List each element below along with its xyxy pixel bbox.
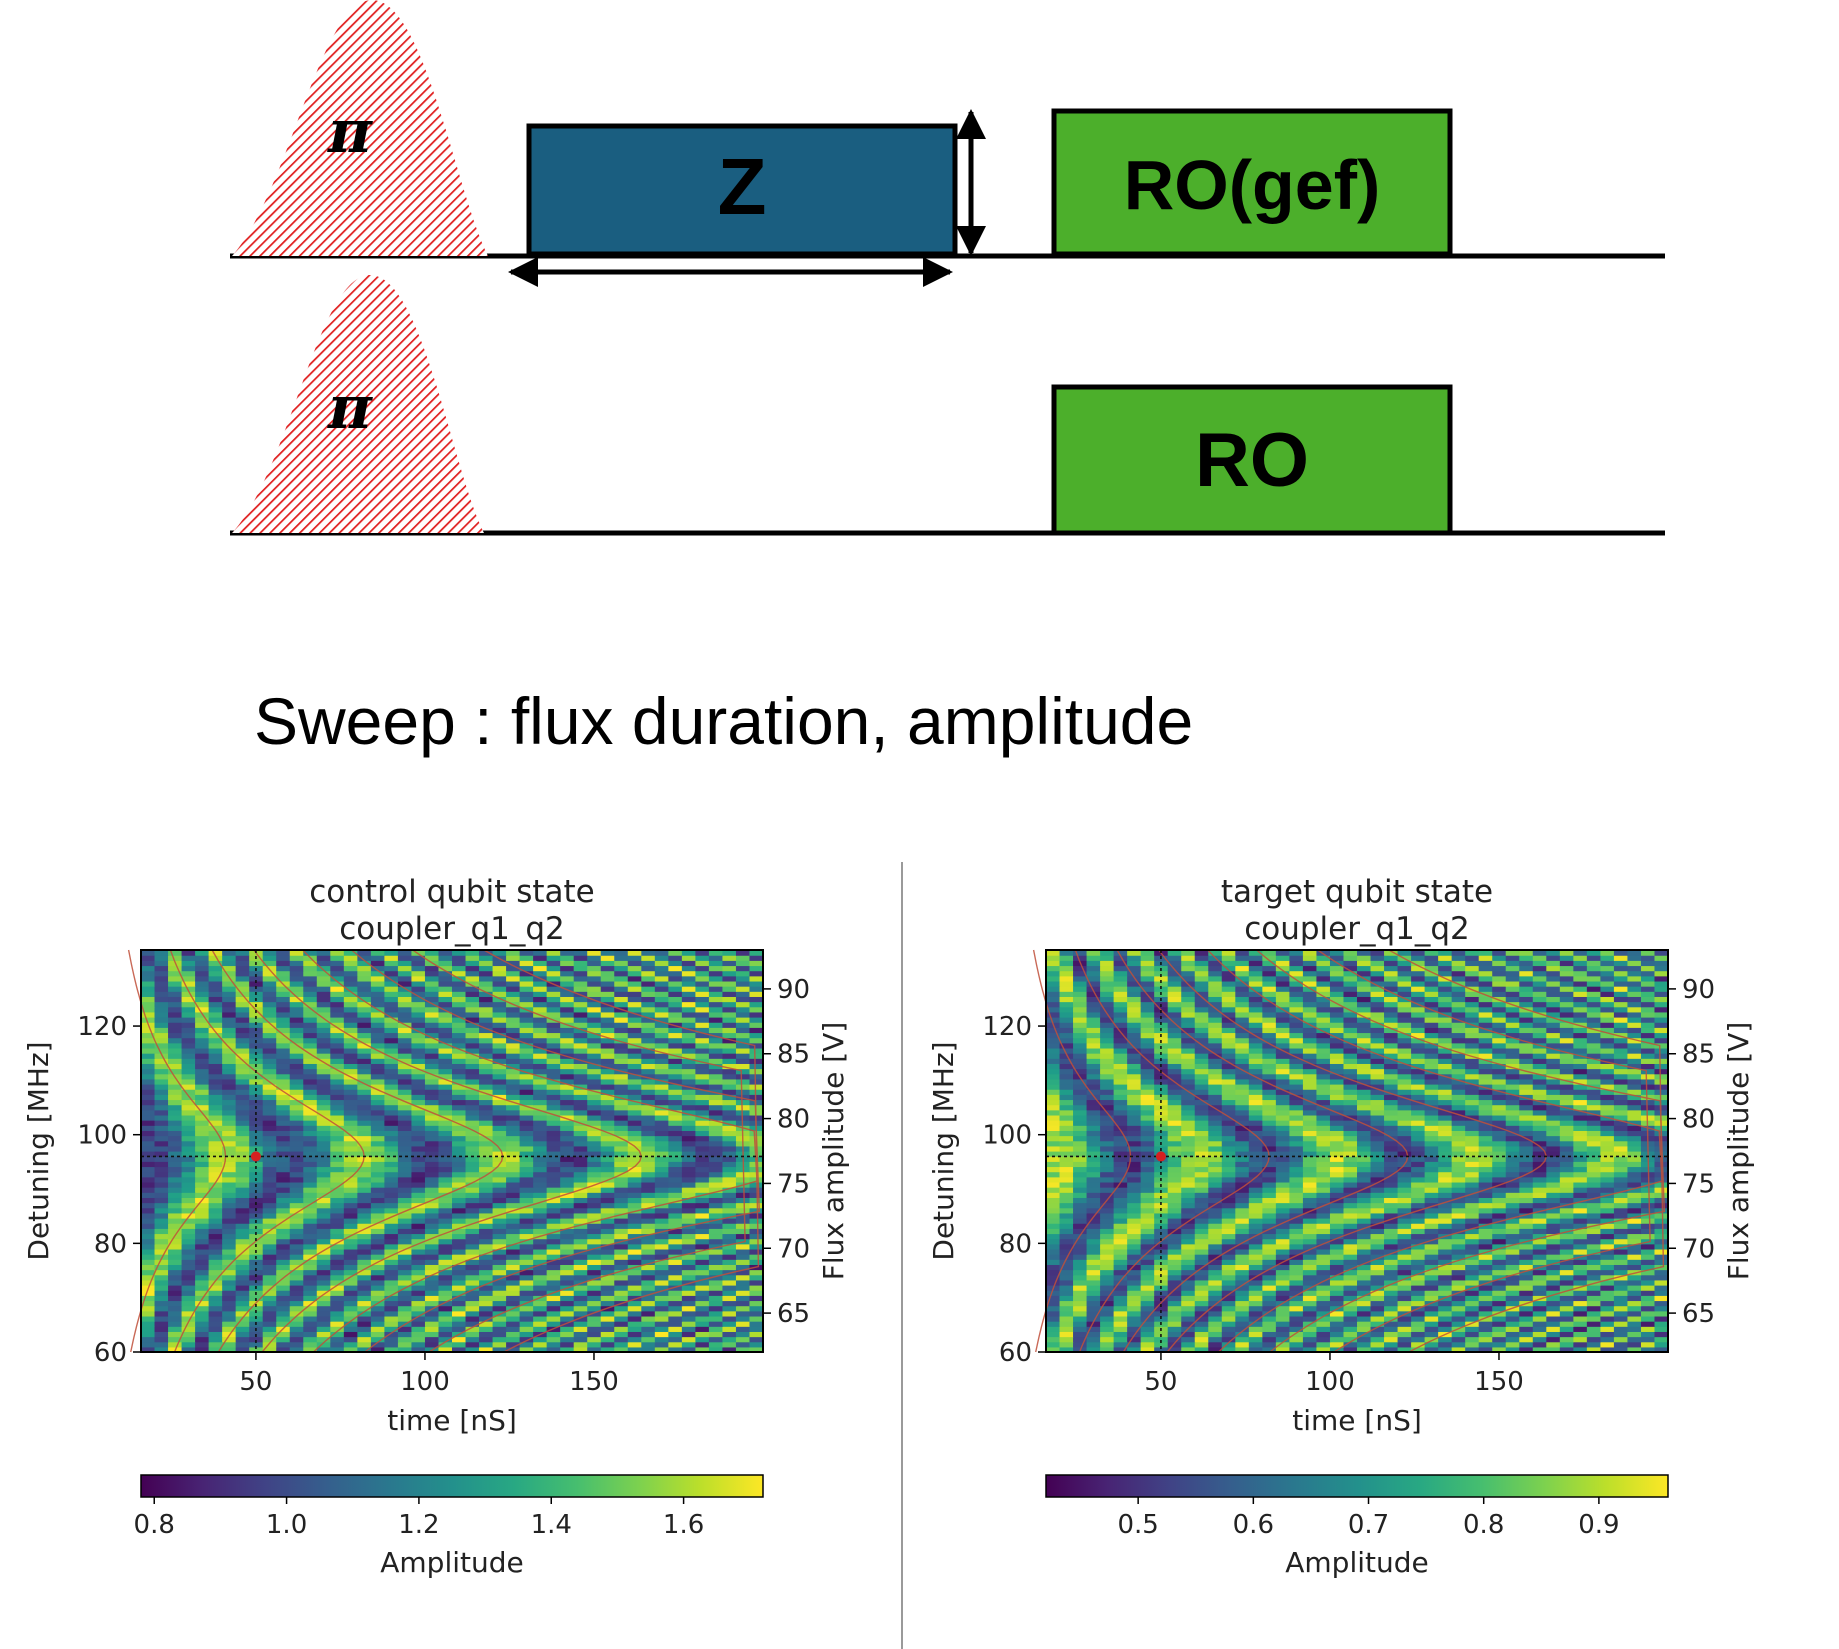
y2-tick-label: 70 bbox=[777, 1234, 810, 1264]
y2-tick-label: 85 bbox=[1682, 1040, 1715, 1070]
fringe-curve bbox=[169, 949, 365, 1353]
y2-tick-label: 65 bbox=[777, 1299, 810, 1329]
y-axis-label: Detuning [MHz] bbox=[927, 1041, 960, 1260]
colorbar-label: Amplitude bbox=[380, 1546, 524, 1579]
pulse-sequence-diagram: π Z RO(gef) π RO bbox=[230, 0, 1665, 536]
y2-tick-label: 70 bbox=[1682, 1234, 1715, 1264]
fringe-curve bbox=[1388, 949, 1665, 1353]
colorbar-tick-label: 1.2 bbox=[398, 1510, 439, 1540]
fringe-curve bbox=[1158, 949, 1548, 1353]
fringe-curve bbox=[412, 949, 746, 1353]
colorbar-tick-label: 0.9 bbox=[1578, 1510, 1619, 1540]
fringe-curve bbox=[1074, 949, 1270, 1353]
readout-gef-box bbox=[1051, 108, 1453, 257]
panel-divider bbox=[901, 862, 903, 1649]
fringe-curve bbox=[211, 949, 504, 1353]
y2-tick-label: 80 bbox=[1682, 1105, 1715, 1135]
y2-tick-label: 90 bbox=[777, 975, 810, 1005]
y2-axis-label: Flux amplitude [V] bbox=[817, 1022, 850, 1281]
colorbar-tick-label: 0.6 bbox=[1233, 1510, 1274, 1540]
chart-title-line: coupler_q1_q2 bbox=[339, 911, 565, 947]
colorbar-tick-label: 1.0 bbox=[266, 1510, 307, 1540]
colorbar-tick-label: 0.8 bbox=[1463, 1510, 1504, 1540]
selected-point-marker bbox=[250, 1151, 261, 1162]
readout-gef-label: RO(gef) bbox=[1124, 146, 1381, 224]
x-axis-label: time [nS] bbox=[387, 1404, 517, 1437]
fringe-curve bbox=[302, 949, 758, 1353]
y2-tick-label: 85 bbox=[777, 1040, 810, 1070]
y-tick-label: 60 bbox=[94, 1338, 127, 1368]
fringe-guide-curves bbox=[127, 949, 761, 1353]
readout-label: RO bbox=[1195, 418, 1309, 503]
plot-frame bbox=[1045, 949, 1669, 1353]
sweep-caption: Sweep : flux duration, amplitude bbox=[254, 684, 1194, 758]
y-tick-label: 120 bbox=[77, 1012, 127, 1042]
control-pi-pulse bbox=[232, 0, 488, 256]
y2-axis-label: Flux amplitude [V] bbox=[1722, 1022, 1755, 1281]
fringe-curve bbox=[253, 949, 643, 1353]
y-tick-label: 100 bbox=[982, 1121, 1032, 1151]
x-axis-label: time [nS] bbox=[1292, 1404, 1422, 1437]
chart-title-line: target qubit state bbox=[1221, 874, 1493, 910]
y-tick-label: 80 bbox=[94, 1229, 127, 1259]
z-flux-pulse bbox=[526, 123, 958, 257]
y-tick-label: 120 bbox=[982, 1012, 1032, 1042]
x-tick-label: 100 bbox=[400, 1367, 450, 1397]
x-tick-label: 50 bbox=[1144, 1367, 1177, 1397]
readout-box bbox=[1051, 384, 1453, 536]
y2-tick-label: 90 bbox=[1682, 975, 1715, 1005]
colorbar-tick-label: 0.5 bbox=[1117, 1510, 1158, 1540]
fringe-curve bbox=[1116, 949, 1409, 1353]
chart-title-line: control qubit state bbox=[309, 874, 594, 910]
colorbar-tick-label: 1.4 bbox=[531, 1510, 572, 1540]
fringe-curve bbox=[127, 949, 227, 1353]
fringe-curve bbox=[1317, 949, 1651, 1353]
y-tick-label: 60 bbox=[999, 1338, 1032, 1368]
fringe-guide-curves bbox=[1032, 949, 1666, 1353]
y2-tick-label: 80 bbox=[777, 1105, 810, 1135]
y-axis-label: Detuning [MHz] bbox=[22, 1041, 55, 1260]
colorbar bbox=[1045, 1474, 1669, 1498]
y-tick-label: 100 bbox=[77, 1121, 127, 1151]
heatmap-cells bbox=[141, 950, 764, 1353]
fringe-curve bbox=[351, 949, 761, 1353]
colorbar-label: Amplitude bbox=[1285, 1546, 1429, 1579]
y-tick-label: 80 bbox=[999, 1229, 1032, 1259]
x-tick-label: 150 bbox=[1474, 1367, 1524, 1397]
fringe-curve bbox=[1032, 949, 1132, 1353]
fringe-curve bbox=[1207, 949, 1663, 1353]
selected-point-marker bbox=[1155, 1151, 1166, 1162]
y2-tick-label: 65 bbox=[1682, 1299, 1715, 1329]
colorbar-tick-label: 0.7 bbox=[1348, 1510, 1389, 1540]
plot-frame bbox=[140, 949, 764, 1353]
fringe-curve bbox=[483, 949, 760, 1353]
y2-tick-label: 75 bbox=[777, 1169, 810, 1199]
target-pi-pulse bbox=[232, 275, 484, 533]
chart-title-line: coupler_q1_q2 bbox=[1244, 911, 1470, 947]
target-pi-label: π bbox=[327, 373, 373, 443]
x-tick-label: 150 bbox=[569, 1367, 619, 1397]
z-pulse-label: Z bbox=[718, 142, 767, 231]
fringe-curve bbox=[1256, 949, 1666, 1353]
colorbar bbox=[140, 1474, 764, 1498]
y2-tick-label: 75 bbox=[1682, 1169, 1715, 1199]
control-pi-label: π bbox=[327, 97, 373, 167]
x-tick-label: 50 bbox=[239, 1367, 272, 1397]
colorbar-tick-label: 0.8 bbox=[134, 1510, 175, 1540]
x-tick-label: 100 bbox=[1305, 1367, 1355, 1397]
heatmap-cells bbox=[1046, 950, 1669, 1353]
colorbar-tick-label: 1.6 bbox=[663, 1510, 704, 1540]
